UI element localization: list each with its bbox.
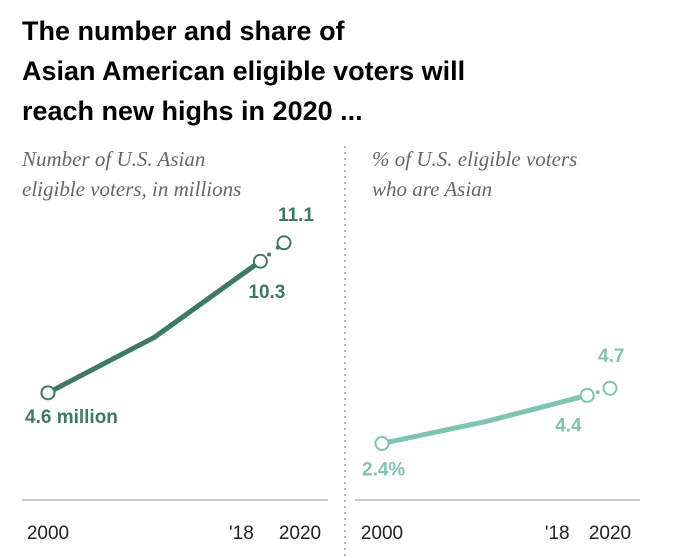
value-label: 4.4 <box>555 415 582 436</box>
subtitle: Number of U.S. Asian <box>21 147 205 171</box>
subtitle: % of U.S. eligible voters <box>372 147 577 171</box>
value-label: 4.7 <box>598 346 624 367</box>
x-tick-label: '18 <box>545 523 570 544</box>
x-tick-label: 2020 <box>279 523 321 544</box>
line-projection <box>585 386 612 398</box>
value-label: 10.3 <box>248 282 285 303</box>
point <box>602 380 618 396</box>
point <box>579 387 595 403</box>
line-solid <box>46 259 262 396</box>
line-solid <box>381 392 588 446</box>
value-label: 11.1 <box>278 205 314 226</box>
value-label: 2.4% <box>362 459 405 480</box>
x-tick-label: 2000 <box>27 523 69 544</box>
x-tick-label: '18 <box>229 523 254 544</box>
x-tick-label: 2020 <box>589 523 631 544</box>
point <box>40 385 56 401</box>
title-line: The number and share of <box>22 16 346 46</box>
x-tick-label: 2000 <box>361 523 403 544</box>
title-line: reach new highs in 2020 ... <box>22 96 363 126</box>
subtitle: who are Asian <box>372 177 492 201</box>
point <box>374 435 390 451</box>
point <box>276 235 292 251</box>
title-line: Asian American eligible voters will <box>22 56 465 86</box>
point <box>252 253 268 269</box>
value-label: 4.6 million <box>25 407 118 428</box>
subtitle: eligible voters, in millions <box>22 177 241 201</box>
